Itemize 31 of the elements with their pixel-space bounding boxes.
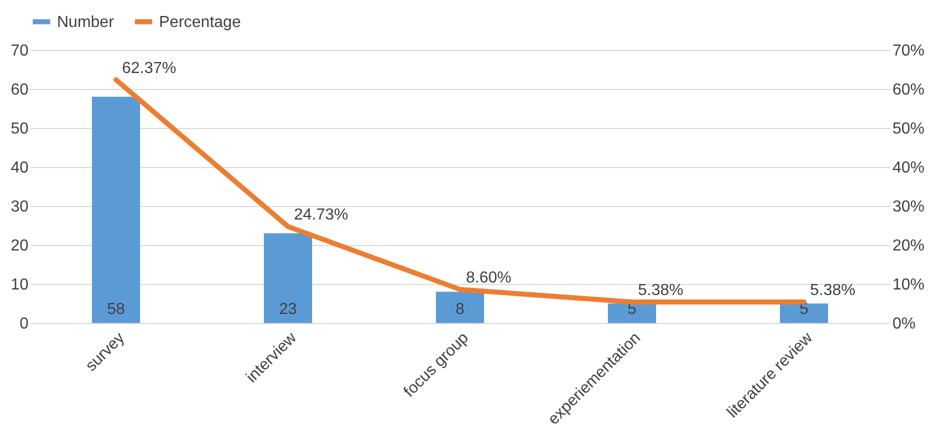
y-tick-label: 30 — [10, 198, 29, 216]
y2-tick-label: 50% — [892, 120, 925, 138]
y2-tick-label: 70% — [892, 42, 925, 60]
data-label: 8.60% — [466, 269, 512, 286]
y2-tick-label: 60% — [892, 82, 925, 98]
y-tick-label: 40 — [10, 160, 29, 176]
y-tick-label: 60 — [10, 82, 29, 98]
legend-label: Percentage — [159, 14, 241, 31]
y2-tick-label: 0% — [892, 316, 916, 332]
bar — [608, 304, 656, 323]
data-label: 8 — [456, 301, 465, 318]
bar — [92, 96, 140, 323]
y-tick-label: 50 — [10, 120, 29, 138]
y2-tick-label: 40% — [892, 160, 925, 176]
data-label: 5.38% — [638, 282, 684, 300]
y-tick-label: 70 — [10, 42, 29, 60]
bar — [436, 292, 484, 323]
data-label: 5.38% — [810, 282, 856, 300]
legend-label: Number — [57, 14, 115, 31]
y-tick-label: 10 — [10, 276, 29, 294]
bar — [780, 304, 828, 323]
y2-tick-label: 20% — [892, 238, 925, 254]
y-tick-label: 0 — [20, 316, 29, 332]
data-label: 58 — [107, 301, 125, 318]
y2-tick-label: 30% — [892, 198, 925, 216]
data-label: 62.37% — [122, 60, 176, 77]
bar — [264, 233, 312, 323]
y-tick-label: 20 — [10, 238, 29, 254]
data-label: 23 — [279, 301, 297, 318]
data-label: 24.73% — [294, 206, 348, 224]
y2-tick-label: 10% — [892, 276, 925, 294]
